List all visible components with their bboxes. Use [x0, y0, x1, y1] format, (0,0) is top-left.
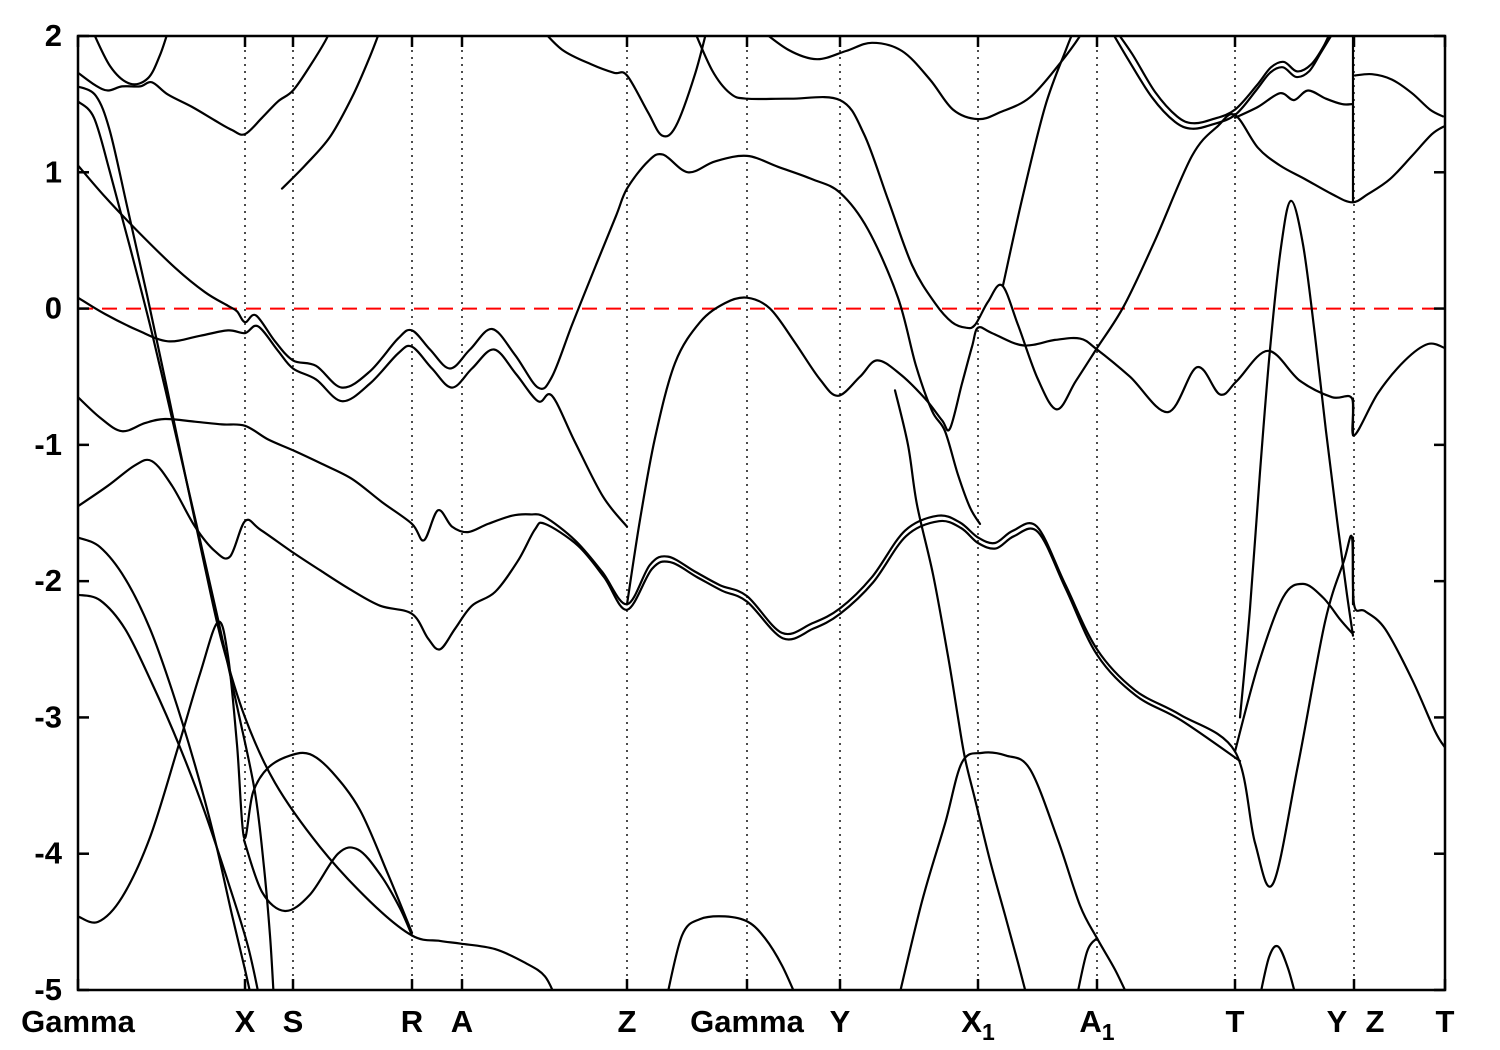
y-tick-label: 0: [45, 291, 62, 326]
x-tick-label-X: X: [235, 1004, 256, 1039]
band-spike-riser: [1001, 36, 1073, 287]
bands-group: [78, 36, 1445, 990]
band-right-panel-upper: [1353, 72, 1445, 118]
band-A1-T-big-top-twin: [1118, 36, 1330, 125]
y-tick-label: 1: [45, 154, 62, 189]
y-tick-label: -5: [34, 972, 62, 1007]
band-steep-desc-Y-deep: [893, 389, 1027, 990]
band-Y-X1-top: [766, 36, 1082, 121]
band-second-dome-SR: [242, 838, 414, 937]
x-tick-label-Y: Y: [830, 1004, 851, 1039]
x-tick-label-T: T: [1226, 1004, 1245, 1039]
y-tick-label: -1: [34, 427, 62, 462]
band-fermi-mega: [78, 153, 982, 525]
band-steep-desc-A: [78, 85, 554, 990]
x-tick-label-Z: Z: [1366, 1004, 1385, 1039]
band-gamma-dome-wavy: [78, 296, 629, 528]
band-deep-ascending: [78, 620, 414, 934]
x-tick-label-Gamma: Gamma: [690, 1004, 804, 1039]
x-tick-label-Y: Y: [1327, 1004, 1348, 1039]
x-tick-label-S: S: [283, 1004, 304, 1039]
band-valence-wavy-G: [78, 396, 1445, 888]
band-small-dome-bottom-right: [1260, 944, 1296, 990]
band-fermi-dome-gamma2: [625, 296, 1445, 606]
plot-border: [76, 34, 1447, 992]
x-tick-label-Gamma: Gamma: [21, 1004, 135, 1039]
band-S-R-steep-top: [280, 36, 380, 190]
x-tick-label-Z: Z: [618, 1004, 637, 1039]
band-desc-left-edge: [78, 536, 251, 990]
y-tick-label: -3: [34, 699, 62, 734]
y-tick-label: 2: [45, 18, 62, 53]
band-tall-peak-TY: [1238, 199, 1355, 719]
band-A1-T-big-top: [1113, 36, 1333, 130]
x-tick-label-R: R: [401, 1004, 423, 1039]
y-tick-label: -4: [34, 836, 62, 871]
band-Z-top-V: [546, 36, 707, 138]
x-tick-label-T: T: [1436, 1004, 1455, 1039]
band-flat-1p7-X-notch: [78, 36, 330, 136]
x-tick-label-A: A: [451, 1004, 473, 1039]
band-top-left-V: [93, 36, 168, 86]
band-gamma2-bottom-hump: [667, 915, 795, 990]
y-tick-label: -2: [34, 563, 62, 598]
band-steep-desc-B: [78, 100, 275, 990]
band-valence-wavy-H: [78, 458, 1242, 763]
band-plateau-spike-T: [695, 36, 1445, 411]
band-arch-TY: [1233, 582, 1354, 753]
band-deep-descending: [78, 593, 259, 990]
band-T-middle-branch: [1233, 89, 1354, 119]
